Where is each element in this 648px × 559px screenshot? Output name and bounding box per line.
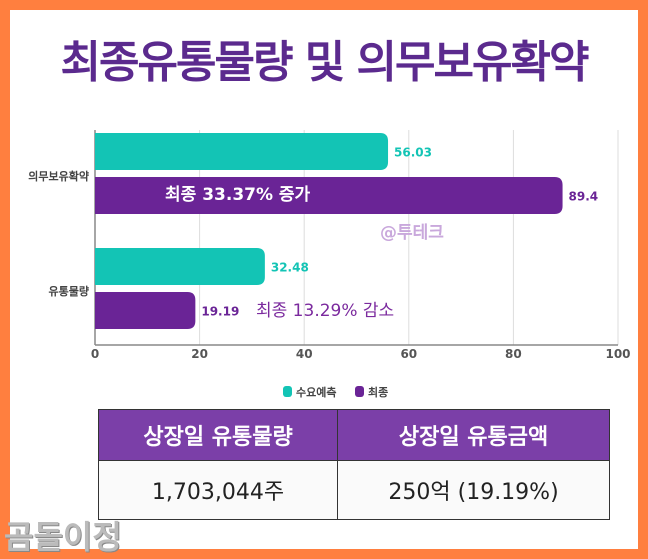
bar [95,177,563,214]
bar [95,248,265,285]
signature-watermark: 곰돌이정 [4,518,122,556]
legend-swatch [355,386,364,397]
table-cell: 250억 (19.19%) [337,460,610,520]
bar [95,292,196,329]
data-label: 19.19 [201,305,239,319]
legend-label: 수요예측 [296,385,336,399]
bar-chart: 0 20 40 60 80 100 의무보유확약 56.03 89.4 유통물량 32.48 19.1… [28,130,631,399]
x-tick-label: 20 [191,347,208,361]
x-tick-label: 100 [605,347,630,361]
table-header: 상장일 유통금액 [337,409,610,461]
x-tick-label: 80 [505,347,522,361]
legend-label: 최종 [368,385,388,399]
annotation: 최종 33.37% 증가 [165,185,311,205]
x-tick-label: 40 [296,347,313,361]
annotation: 최종 13.29% 감소 [256,301,394,321]
data-label: 32.48 [271,261,309,275]
summary-table: 상장일 유통물량 상장일 유통금액 1,703,044주 250억 (19.19… [97,409,610,520]
legend-swatch [283,386,292,397]
table-cell: 1,703,044주 [97,460,339,520]
data-label: 56.03 [394,146,432,160]
x-tick-label: 60 [400,347,417,361]
category-label: 의무보유확약 [28,169,89,183]
table-header: 상장일 유통물량 [97,409,339,461]
page-title: 최종유통물량 및 의무보유확약 [60,37,590,88]
bar [95,133,389,170]
category-label: 유통물량 [49,285,89,298]
data-label: 89.4 [569,190,599,204]
x-tick-label: 0 [91,347,99,361]
watermark: @투테크 [380,223,444,243]
table-row: 1,703,044주 250억 (19.19%) [97,460,610,520]
